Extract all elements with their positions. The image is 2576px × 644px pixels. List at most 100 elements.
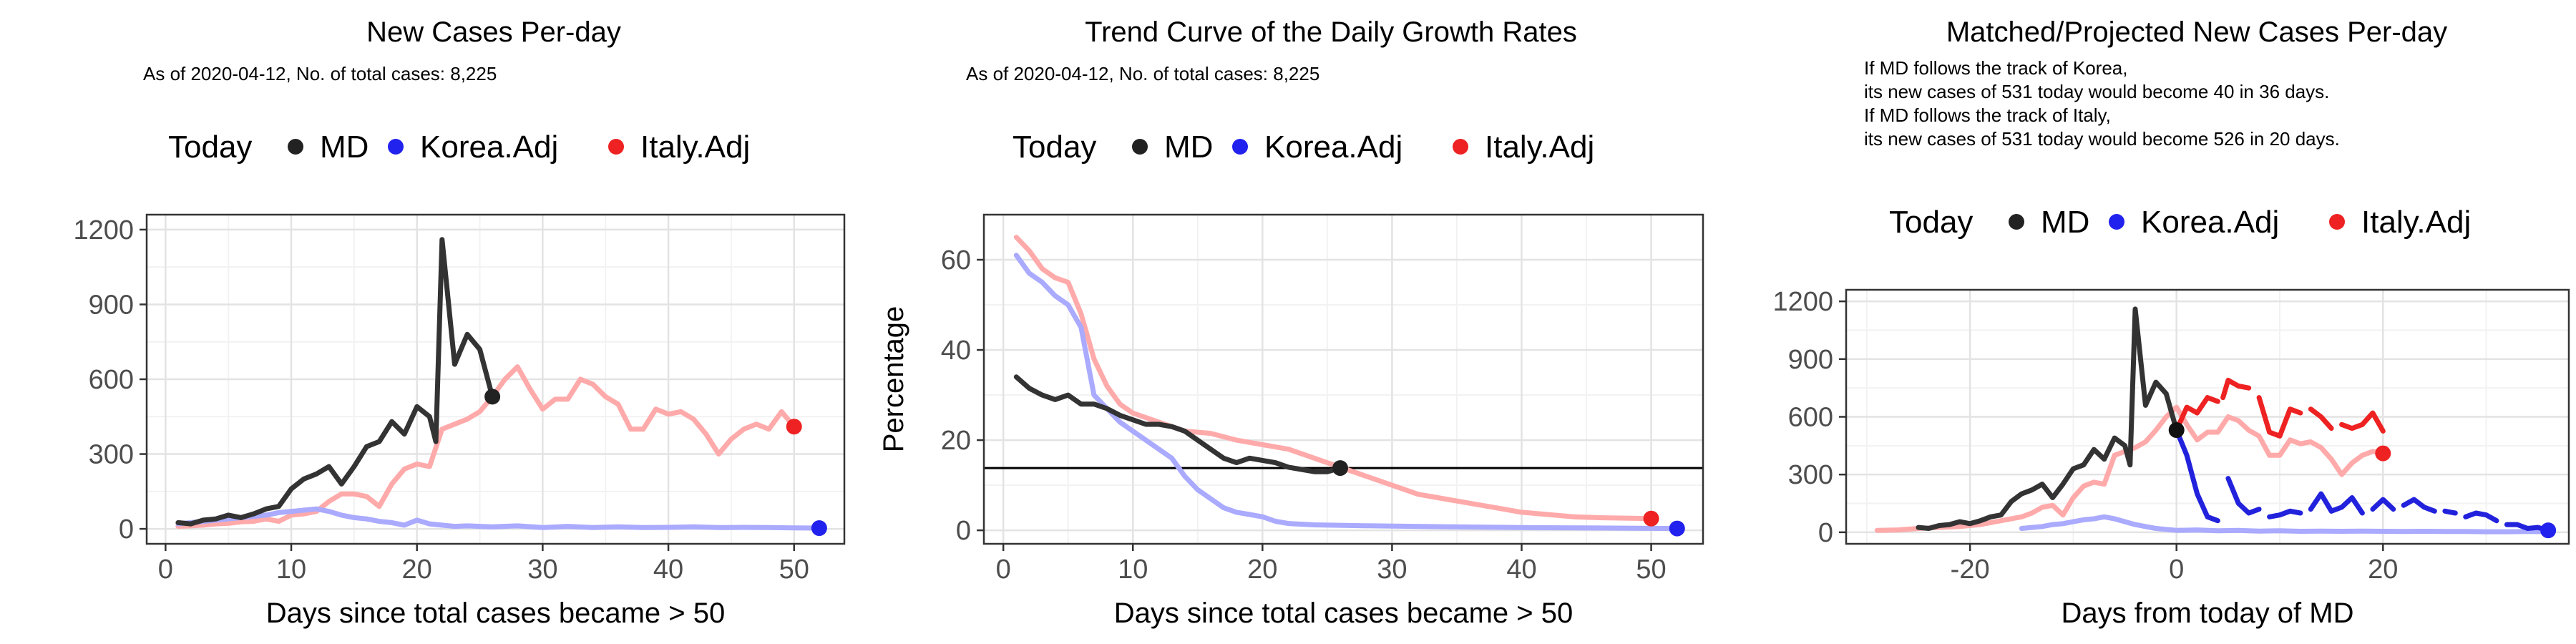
- x-tick-label: 40: [1506, 555, 1536, 585]
- x-tick-label: 30: [1377, 555, 1407, 585]
- series-group: [175, 237, 822, 531]
- legend-label: Korea.Adj: [2141, 205, 2279, 240]
- legend-label: Italy.Adj: [640, 130, 750, 165]
- x-axis-label: Days since total cases became > 50: [266, 597, 725, 629]
- series-group: [1013, 235, 1680, 532]
- series-line-korea-adj-matched-: [2019, 514, 2551, 535]
- legend-label: Italy.Adj: [2361, 205, 2471, 240]
- legend-key-korea-adj: [388, 139, 404, 155]
- series-line-italy-adj: [2339, 410, 2386, 434]
- chart-title: New Cases Per-day: [366, 16, 621, 48]
- series-line-italy-adj: [2308, 406, 2334, 431]
- series-line-italy-adj-matched-: [1874, 404, 2386, 533]
- today-point-italy-adj: [2375, 445, 2391, 462]
- chart-panel-new-cases: New Cases Per-day As of 2020-04-12, No. o…: [0, 0, 859, 644]
- legend-label: MD: [1164, 130, 1213, 165]
- x-tick-label: 10: [276, 555, 306, 585]
- x-tick-label: 20: [402, 555, 432, 585]
- chart-svg-new-cases: New Cases Per-day As of 2020-04-12, No. o…: [73, 16, 846, 629]
- series-line-italy-adj: [175, 364, 797, 530]
- series-line-italy-adj: [2256, 395, 2303, 439]
- series-line-korea-adj: [2401, 497, 2437, 514]
- y-tick-label: 300: [1788, 460, 1833, 490]
- chart-subtitle: As of 2020-04-12, No. of total cases: 8,…: [143, 63, 497, 84]
- chart-subtitle-line: If MD follows the track of Korea,: [1864, 57, 2127, 79]
- chart-subtitle-line: If MD follows the track of Italy,: [1864, 104, 2111, 126]
- legend-key-md: [288, 139, 303, 155]
- chart-svg-growth-rates: Trend Curve of the Daily Growth Rates As …: [878, 16, 1704, 629]
- x-tick-label: 30: [527, 555, 557, 585]
- y-axis-label: Percentage: [878, 306, 909, 453]
- legend-title: Today: [1889, 205, 1973, 240]
- chart-subtitle-line: its new cases of 531 today would become …: [1864, 81, 2329, 102]
- x-tick-label: 0: [2169, 555, 2184, 585]
- x-tick-label: 0: [996, 555, 1011, 585]
- today-point-md: [2168, 422, 2185, 439]
- x-tick-label: 50: [1636, 555, 1666, 585]
- y-tick-label: 1200: [1772, 287, 1833, 317]
- today-point-korea-adj: [1669, 520, 1685, 537]
- today-point-md: [484, 389, 501, 405]
- series-line-italy-adj: [1013, 235, 1654, 522]
- chart-panel-projected-cases: Matched/Projected New Cases Per-day If MD…: [1717, 0, 2576, 644]
- legend-key-korea-adj: [1232, 139, 1248, 155]
- series-line-korea-adj: [1013, 253, 1680, 532]
- series-line-italy-adj: [2220, 377, 2252, 401]
- y-tick-label: 0: [119, 514, 134, 545]
- series-line-korea-adj: [2267, 508, 2303, 519]
- x-axis-label: Days from today of MD: [2061, 597, 2353, 629]
- x-tick-label: 50: [779, 555, 809, 585]
- series-line-italy-adj: [2174, 395, 2220, 433]
- series-line-korea-adj: [2442, 508, 2458, 516]
- series-line-md: [1916, 306, 2180, 531]
- x-axis-label: Days since total cases became > 50: [1114, 597, 1573, 629]
- series-line-korea-adj: [175, 506, 822, 531]
- chart-panel-growth-rates: Trend Curve of the Daily Growth Rates As …: [859, 0, 1717, 644]
- y-tick-label: 300: [89, 440, 134, 470]
- today-point-korea-adj: [811, 520, 827, 537]
- today-point-korea-adj: [2540, 522, 2557, 539]
- y-tick-label: 900: [1788, 345, 1833, 375]
- chart-subtitle-line: its new cases of 531 today would become …: [1864, 128, 2340, 150]
- legend-label: Korea.Adj: [1264, 130, 1402, 165]
- series-line-md: [1013, 374, 1343, 474]
- x-tick-label: 20: [1247, 555, 1277, 585]
- chart-title: Matched/Projected New Cases Per-day: [1946, 16, 2447, 48]
- y-tick-label: 40: [941, 336, 971, 366]
- series-line-korea-adj: [2225, 476, 2262, 516]
- y-tick-label: 600: [1788, 403, 1833, 433]
- series-line-md: [175, 237, 495, 527]
- series-line-korea-adj: [2370, 497, 2396, 512]
- y-tick-label: 20: [941, 426, 971, 456]
- series-line-korea-adj: [2308, 491, 2365, 516]
- x-tick-label: 40: [653, 555, 683, 585]
- y-tick-label: 1200: [73, 215, 134, 245]
- chart-subtitle: As of 2020-04-12, No. of total cases: 8,…: [966, 63, 1319, 84]
- legend-label: MD: [2041, 205, 2089, 240]
- x-tick-label: -20: [1951, 555, 1990, 585]
- y-tick-label: 60: [941, 245, 971, 275]
- y-tick-label: 600: [89, 365, 134, 395]
- legend-label: Italy.Adj: [1485, 130, 1594, 165]
- legend-key-italy-adj: [1453, 139, 1468, 155]
- plot-border: [982, 213, 1704, 545]
- series-line-korea-adj: [2174, 427, 2220, 524]
- chart-title: Trend Curve of the Daily Growth Rates: [1085, 16, 1577, 48]
- legend-label: MD: [320, 130, 369, 165]
- legend-key-italy-adj: [2329, 214, 2345, 230]
- y-tick-label: 900: [89, 290, 134, 320]
- legend-title: Today: [1013, 130, 1096, 165]
- today-point-italy-adj: [786, 419, 802, 435]
- legend-label: Korea.Adj: [420, 130, 558, 165]
- x-tick-label: 0: [158, 555, 173, 585]
- today-point-italy-adj: [1643, 510, 1659, 527]
- legend-key-md: [1132, 139, 1148, 155]
- legend-key-korea-adj: [2109, 214, 2124, 230]
- legend-title: Today: [168, 130, 252, 165]
- chart-svg-projected-cases: Matched/Projected New Cases Per-day If MD…: [1772, 16, 2570, 629]
- x-tick-label: 10: [1118, 555, 1148, 585]
- legend-key-md: [2009, 214, 2024, 230]
- series-line-korea-adj: [2463, 510, 2499, 524]
- y-tick-label: 0: [956, 516, 971, 546]
- today-point-md: [1332, 460, 1348, 477]
